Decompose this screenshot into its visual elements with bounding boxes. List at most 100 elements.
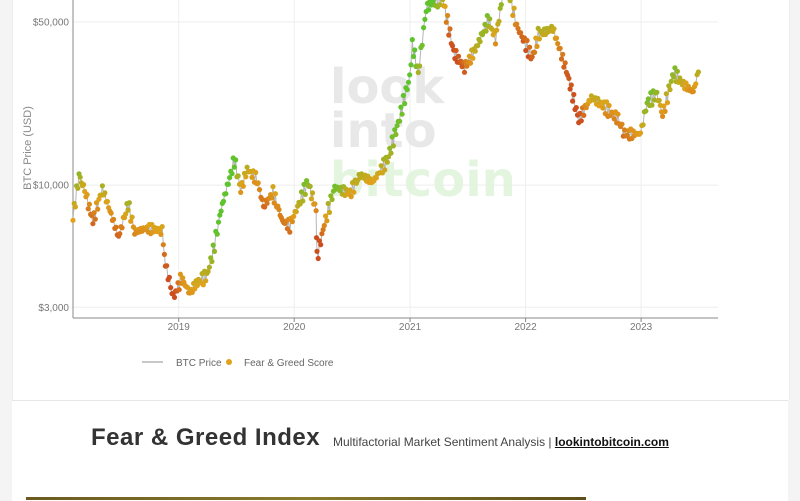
fear-greed-marker (581, 112, 587, 118)
fear-greed-marker (271, 200, 277, 206)
fear-greed-marker (287, 229, 293, 235)
x-tick-label: 2023 (630, 322, 653, 333)
fear-greed-marker (551, 26, 557, 32)
fear-greed-marker (532, 49, 538, 56)
fear-greed-marker (487, 16, 493, 22)
fear-greed-marker (397, 118, 403, 124)
fear-greed-marker (229, 171, 235, 177)
fear-greed-marker (527, 44, 533, 50)
fear-greed-marker (604, 99, 610, 105)
x-tick-label: 2020 (283, 322, 306, 333)
fear-greed-marker (289, 219, 295, 225)
fear-greed-marker (203, 278, 209, 284)
fear-greed-marker (164, 263, 170, 269)
fear-greed-marker (442, 3, 448, 9)
fear-greed-marker (459, 64, 465, 70)
fear-greed-marker (227, 175, 233, 181)
legend[interactable]: BTC Price Fear & Greed Score (142, 358, 334, 369)
legend-item-fear-greed[interactable]: Fear & Greed Score (226, 358, 334, 369)
fear-greed-marker (656, 97, 662, 103)
fear-greed-marker (318, 242, 324, 248)
fear-greed-marker (211, 248, 218, 254)
fear-greed-marker (217, 212, 223, 218)
legend-item-btc-price[interactable]: BTC Price (142, 358, 222, 369)
fear-greed-marker (81, 182, 87, 188)
fear-greed-marker (214, 231, 220, 237)
fear-greed-marker (611, 116, 617, 122)
fear-greed-marker (233, 157, 239, 163)
fear-greed-marker (600, 105, 606, 111)
fear-greed-marker (578, 118, 584, 124)
fear-greed-marker (643, 108, 649, 114)
y-tick-label: $3,000 (38, 303, 69, 314)
fear-greed-marker (102, 190, 108, 196)
fear-greed-marker (95, 206, 101, 212)
fear-greed-marker (449, 43, 456, 49)
fear-greed-marker (467, 60, 474, 66)
fear-greed-marker (256, 187, 263, 193)
fear-greed-marker (477, 39, 483, 45)
fear-greed-marker (446, 32, 452, 38)
fear-greed-marker (70, 217, 76, 223)
fear-greed-marker (615, 111, 621, 117)
fear-greed-marker (320, 227, 326, 233)
fear-greed-marker (264, 200, 270, 206)
fear-greed-marker (384, 159, 390, 165)
fear-greed-marker (126, 200, 132, 206)
fear-greed-marker (319, 231, 325, 237)
fear-greed-marker (422, 16, 428, 22)
fear-greed-marker (389, 134, 395, 140)
fear-greed-marker (209, 258, 215, 265)
fear-greed-marker (243, 174, 249, 180)
fear-greed-marker (223, 191, 229, 197)
fear-greed-marker (225, 181, 231, 187)
fear-greed-marker (390, 143, 396, 149)
fear-greed-marker (300, 198, 306, 204)
fear-greed-marker (649, 102, 655, 108)
fear-greed-marker (514, 21, 520, 27)
fear-greed-marker (316, 238, 322, 244)
fear-greed-marker (85, 206, 91, 212)
fear-greed-marker (388, 150, 394, 156)
fear-greed-marker (606, 102, 612, 109)
fear-greed-marker (392, 127, 398, 133)
fear-greed-marker (637, 130, 644, 136)
fear-greed-marker (309, 190, 316, 196)
fear-greed-marker (326, 209, 333, 215)
fear-greed-marker (393, 131, 399, 138)
fear-greed-marker (291, 213, 297, 219)
fear-greed-marker (302, 191, 308, 197)
fear-greed-marker (573, 105, 579, 111)
fear-greed-marker (125, 207, 131, 213)
y-axis-title: BTC Price (USD) (22, 106, 34, 190)
fear-greed-marker (668, 78, 674, 84)
watermark-look: look (330, 59, 445, 115)
fear-greed-marker (96, 196, 102, 202)
fear-greed-marker (255, 180, 261, 186)
fear-greed-marker (447, 26, 453, 32)
fear-greed-marker (553, 35, 560, 41)
fear-greed-marker (90, 221, 96, 227)
fear-greed-marker (348, 194, 354, 200)
fear-greed-marker (399, 111, 405, 117)
fear-greed-marker (498, 2, 504, 8)
fear-greed-marker (534, 43, 540, 50)
fear-greed-marker (690, 88, 696, 95)
fear-greed-marker (218, 208, 224, 214)
fear-greed-marker (421, 25, 427, 31)
fear-greed-marker (524, 37, 530, 44)
fear-greed-marker (410, 53, 417, 60)
fear-greed-marker (571, 91, 577, 98)
fear-greed-marker (560, 51, 566, 57)
fear-greed-marker (529, 54, 535, 60)
fear-greed-marker (269, 195, 275, 201)
fear-greed-marker (119, 225, 125, 231)
fear-greed-marker (92, 216, 98, 222)
fear-greed-marker (108, 210, 114, 216)
site-link[interactable]: lookintobitcoin.com (554, 435, 669, 449)
fear-greed-marker (313, 208, 319, 214)
fear-greed-marker (408, 62, 414, 68)
bottom-banner-edge (26, 497, 586, 500)
btc-fear-greed-chart: look into bitcoin $50,000 $10,000 $3,000 2… (22, 0, 718, 369)
fear-greed-marker (99, 183, 105, 189)
